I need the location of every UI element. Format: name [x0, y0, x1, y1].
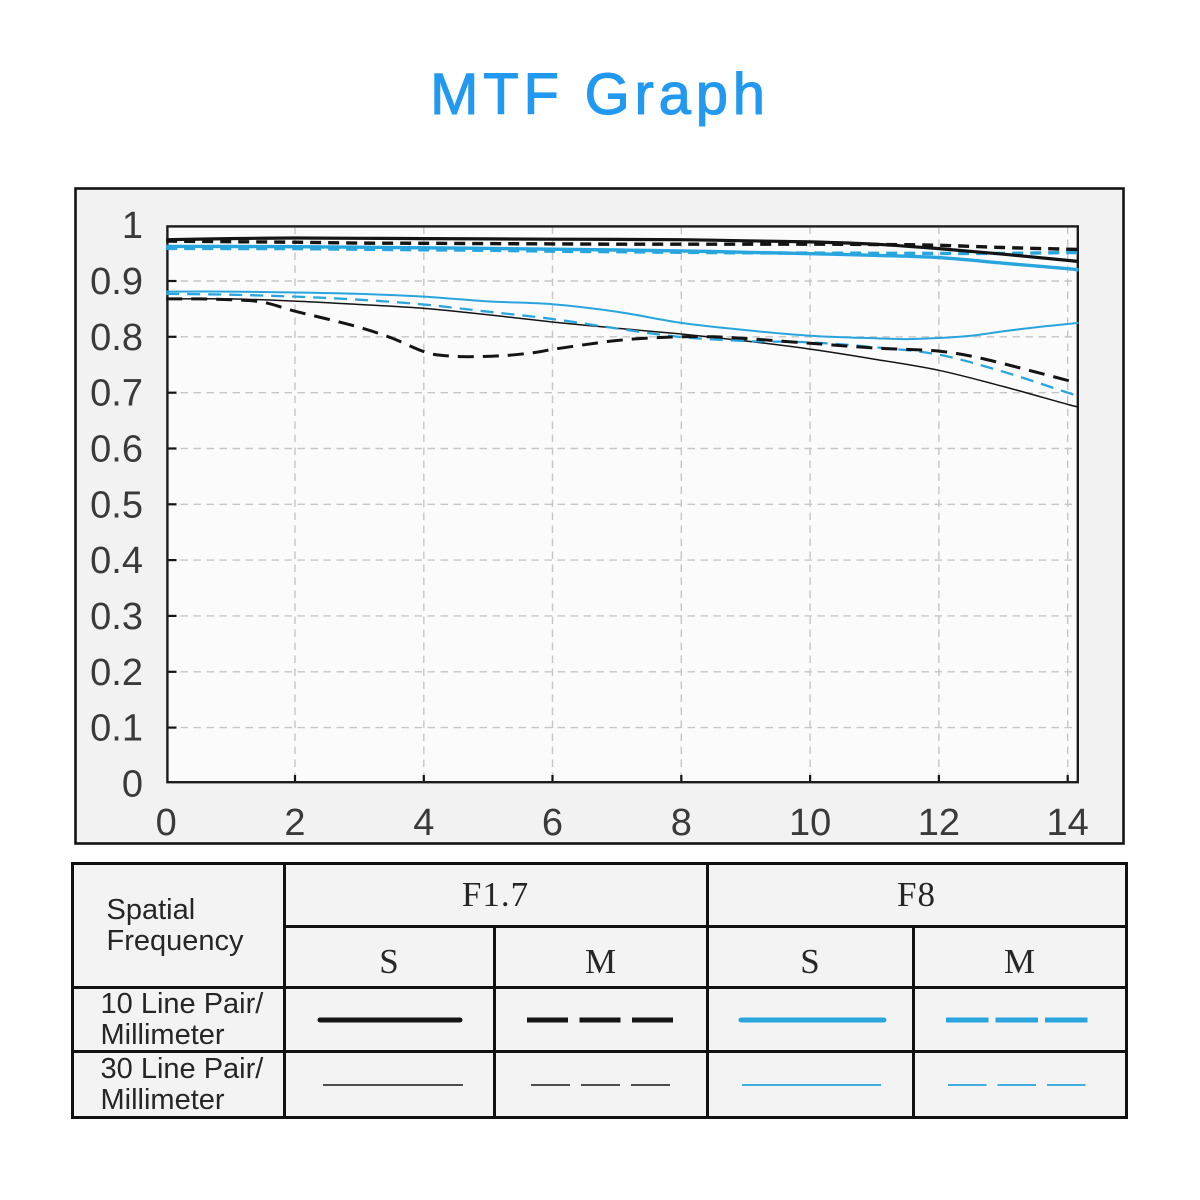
svg-text:0.2: 0.2: [90, 652, 143, 694]
svg-text:6: 6: [542, 802, 563, 844]
svg-text:14: 14: [1047, 802, 1089, 844]
svg-text:0.4: 0.4: [90, 540, 143, 582]
svg-text:0.7: 0.7: [90, 373, 143, 415]
svg-text:1: 1: [122, 205, 143, 247]
svg-text:0: 0: [122, 763, 143, 805]
svg-text:0: 0: [156, 802, 177, 844]
svg-text:0.6: 0.6: [90, 429, 143, 471]
svg-text:10: 10: [789, 802, 831, 844]
svg-text:0.9: 0.9: [90, 261, 143, 303]
svg-text:0.1: 0.1: [90, 708, 143, 750]
svg-text:0.5: 0.5: [90, 484, 143, 526]
svg-text:12: 12: [918, 802, 960, 844]
svg-text:4: 4: [413, 802, 434, 844]
svg-text:2: 2: [284, 802, 305, 844]
svg-text:0.3: 0.3: [90, 596, 143, 638]
svg-text:8: 8: [671, 802, 692, 844]
svg-text:0.8: 0.8: [90, 317, 143, 359]
